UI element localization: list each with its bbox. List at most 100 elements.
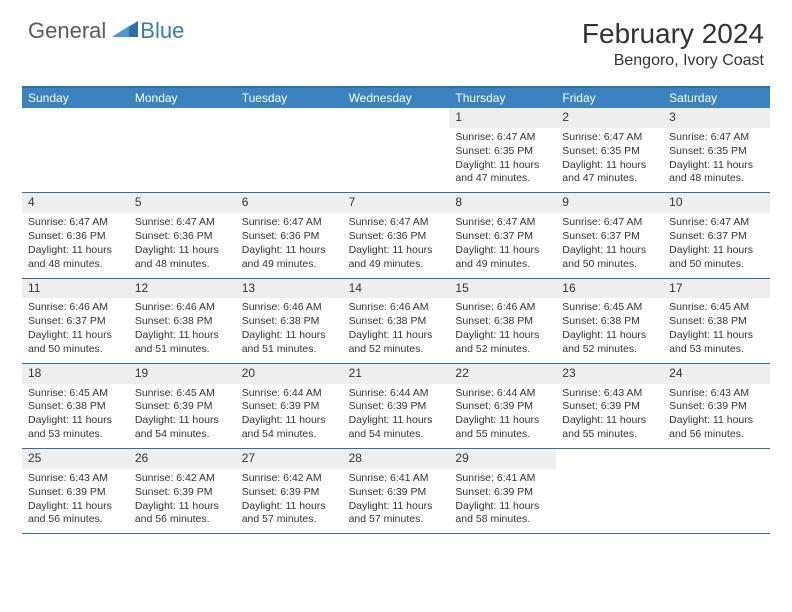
day-cell: 13Sunrise: 6:46 AMSunset: 6:38 PMDayligh…	[236, 279, 343, 363]
day-text: Sunrise: 6:45 AMSunset: 6:38 PMDaylight:…	[26, 387, 125, 442]
day-number: 5	[129, 193, 236, 213]
day-cell: 18 Sunrise: 6:45 AMSunset: 6:38 PMDayligh…	[22, 364, 129, 448]
day-number: 22	[449, 364, 556, 384]
weeks-container: 1Sunrise: 6:47 AMSunset: 6:35 PMDaylight…	[22, 108, 770, 534]
day-text: Sunrise: 6:45 AMSunset: 6:38 PMDaylight:…	[667, 301, 766, 356]
day-text: Sunrise: 6:47 AMSunset: 6:35 PMDaylight:…	[453, 131, 552, 186]
logo-triangle-icon	[112, 19, 138, 44]
dow-cell: Wednesday	[343, 88, 450, 108]
day-cell	[236, 108, 343, 192]
week-row: 25 Sunrise: 6:43 AMSunset: 6:39 PMDayligh…	[22, 449, 770, 534]
dow-cell: Friday	[556, 88, 663, 108]
day-cell: 3 Sunrise: 6:47 AMSunset: 6:35 PMDaylight…	[663, 108, 770, 192]
day-text: Sunrise: 6:46 AMSunset: 6:38 PMDaylight:…	[347, 301, 446, 356]
day-cell: 21Sunrise: 6:44 AMSunset: 6:39 PMDayligh…	[343, 364, 450, 448]
day-number: 10	[663, 193, 770, 213]
day-cell: 26 Sunrise: 6:42 AMSunset: 6:39 PMDayligh…	[129, 449, 236, 533]
day-number: 21	[343, 364, 450, 384]
day-number: 7	[343, 193, 450, 213]
day-number: 28	[343, 449, 450, 469]
day-text: Sunrise: 6:43 AMSunset: 6:39 PMDaylight:…	[26, 472, 125, 527]
logo-text-blue: Blue	[140, 18, 184, 44]
day-cell: 20Sunrise: 6:44 AMSunset: 6:39 PMDayligh…	[236, 364, 343, 448]
day-number: 8	[449, 193, 556, 213]
logo: General Blue	[28, 18, 184, 44]
day-number: 9	[556, 193, 663, 213]
day-number: 18	[22, 364, 129, 384]
day-cell	[129, 108, 236, 192]
week-row: 1Sunrise: 6:47 AMSunset: 6:35 PMDaylight…	[22, 108, 770, 193]
day-cell: 9 Sunrise: 6:47 AMSunset: 6:37 PMDaylight…	[556, 193, 663, 277]
day-cell: 23 Sunrise: 6:43 AMSunset: 6:39 PMDayligh…	[556, 364, 663, 448]
day-cell: 1 Sunrise: 6:47 AMSunset: 6:35 PMDaylight…	[449, 108, 556, 192]
dow-cell: Tuesday	[236, 88, 343, 108]
dow-cell: Saturday	[663, 88, 770, 108]
day-cell: 22 Sunrise: 6:44 AMSunset: 6:39 PMDayligh…	[449, 364, 556, 448]
week-row: 11Sunrise: 6:46 AMSunset: 6:37 PMDayligh…	[22, 279, 770, 364]
header: General Blue February 2024 Bengoro, Ivor…	[0, 0, 792, 78]
dow-row: SundayMondayTuesdayWednesdayThursdayFrid…	[22, 88, 770, 108]
day-text: Sunrise: 6:47 AMSunset: 6:35 PMDaylight:…	[667, 131, 766, 186]
day-number: 17	[663, 279, 770, 299]
day-text: Sunrise: 6:47 AMSunset: 6:37 PMDaylight:…	[560, 216, 659, 271]
day-text: Sunrise: 6:43 AMSunset: 6:39 PMDaylight:…	[667, 387, 766, 442]
day-number: 14	[343, 279, 450, 299]
day-text: Sunrise: 6:47 AMSunset: 6:37 PMDaylight:…	[667, 216, 766, 271]
day-cell	[556, 449, 663, 533]
calendar: SundayMondayTuesdayWednesdayThursdayFrid…	[22, 86, 770, 534]
day-cell: 12Sunrise: 6:46 AMSunset: 6:38 PMDayligh…	[129, 279, 236, 363]
day-text: Sunrise: 6:42 AMSunset: 6:39 PMDaylight:…	[133, 472, 232, 527]
day-number: 24	[663, 364, 770, 384]
day-text: Sunrise: 6:44 AMSunset: 6:39 PMDaylight:…	[453, 387, 552, 442]
day-number: 27	[236, 449, 343, 469]
day-number: 25	[22, 449, 129, 469]
day-number: 15	[449, 279, 556, 299]
week-row: 18 Sunrise: 6:45 AMSunset: 6:38 PMDayligh…	[22, 364, 770, 449]
day-text: Sunrise: 6:45 AMSunset: 6:39 PMDaylight:…	[133, 387, 232, 442]
day-text: Sunrise: 6:46 AMSunset: 6:38 PMDaylight:…	[240, 301, 339, 356]
day-text: Sunrise: 6:42 AMSunset: 6:39 PMDaylight:…	[240, 472, 339, 527]
month-title: February 2024	[582, 18, 764, 50]
day-cell: 7 Sunrise: 6:47 AMSunset: 6:36 PMDaylight…	[343, 193, 450, 277]
day-number: 26	[129, 449, 236, 469]
location: Bengoro, Ivory Coast	[582, 52, 764, 70]
day-text: Sunrise: 6:47 AMSunset: 6:36 PMDaylight:…	[347, 216, 446, 271]
day-cell: 14Sunrise: 6:46 AMSunset: 6:38 PMDayligh…	[343, 279, 450, 363]
title-block: February 2024 Bengoro, Ivory Coast	[582, 18, 764, 70]
day-number: 3	[663, 108, 770, 128]
day-cell: 10 Sunrise: 6:47 AMSunset: 6:37 PMDayligh…	[663, 193, 770, 277]
day-text: Sunrise: 6:46 AMSunset: 6:38 PMDaylight:…	[133, 301, 232, 356]
day-number: 23	[556, 364, 663, 384]
day-cell: 2Sunrise: 6:47 AMSunset: 6:35 PMDaylight…	[556, 108, 663, 192]
day-number: 6	[236, 193, 343, 213]
day-cell	[343, 108, 450, 192]
dow-cell: Monday	[129, 88, 236, 108]
day-text: Sunrise: 6:46 AMSunset: 6:37 PMDaylight:…	[26, 301, 125, 356]
day-cell: 24 Sunrise: 6:43 AMSunset: 6:39 PMDayligh…	[663, 364, 770, 448]
day-cell: 28Sunrise: 6:41 AMSunset: 6:39 PMDayligh…	[343, 449, 450, 533]
logo-text-general: General	[28, 18, 106, 44]
day-cell: 8Sunrise: 6:47 AMSunset: 6:37 PMDaylight…	[449, 193, 556, 277]
day-cell: 19 Sunrise: 6:45 AMSunset: 6:39 PMDayligh…	[129, 364, 236, 448]
day-cell	[22, 108, 129, 192]
day-number: 16	[556, 279, 663, 299]
day-cell: 29 Sunrise: 6:41 AMSunset: 6:39 PMDayligh…	[449, 449, 556, 533]
day-number: 29	[449, 449, 556, 469]
day-cell	[663, 449, 770, 533]
day-text: Sunrise: 6:47 AMSunset: 6:35 PMDaylight:…	[560, 131, 659, 186]
day-number: 1	[449, 108, 556, 128]
week-row: 4 Sunrise: 6:47 AMSunset: 6:36 PMDaylight…	[22, 193, 770, 278]
day-cell: 27 Sunrise: 6:42 AMSunset: 6:39 PMDayligh…	[236, 449, 343, 533]
day-cell: 16Sunrise: 6:45 AMSunset: 6:38 PMDayligh…	[556, 279, 663, 363]
dow-cell: Thursday	[449, 88, 556, 108]
day-number: 11	[22, 279, 129, 299]
day-number: 19	[129, 364, 236, 384]
day-text: Sunrise: 6:47 AMSunset: 6:36 PMDaylight:…	[240, 216, 339, 271]
day-text: Sunrise: 6:43 AMSunset: 6:39 PMDaylight:…	[560, 387, 659, 442]
day-cell: 4 Sunrise: 6:47 AMSunset: 6:36 PMDaylight…	[22, 193, 129, 277]
day-number: 13	[236, 279, 343, 299]
day-number: 4	[22, 193, 129, 213]
day-cell: 11Sunrise: 6:46 AMSunset: 6:37 PMDayligh…	[22, 279, 129, 363]
day-text: Sunrise: 6:41 AMSunset: 6:39 PMDaylight:…	[453, 472, 552, 527]
day-text: Sunrise: 6:47 AMSunset: 6:36 PMDaylight:…	[26, 216, 125, 271]
